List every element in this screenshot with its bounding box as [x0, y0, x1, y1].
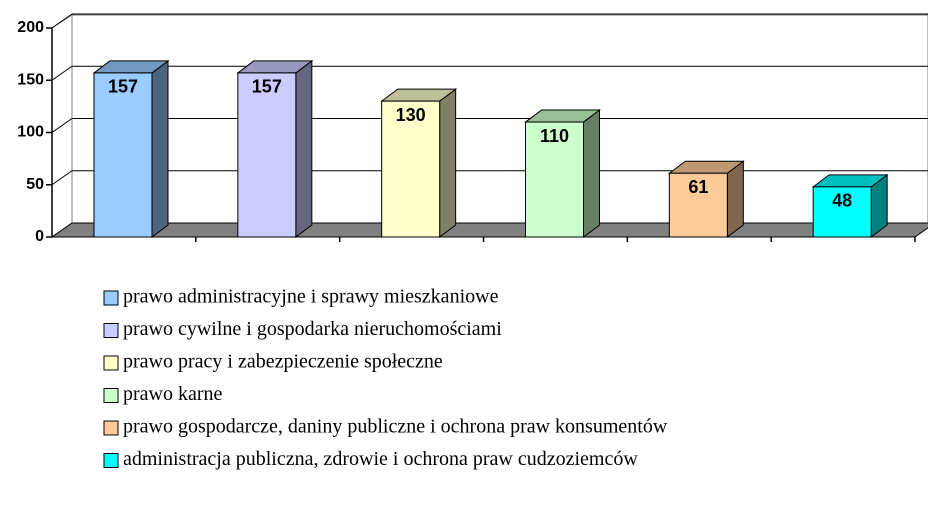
- y-tick-label: 100: [17, 124, 44, 141]
- legend-swatch: [103, 388, 119, 403]
- legend-label: prawo gospodarcze, daniny publiczne i oc…: [123, 416, 668, 438]
- legend-swatch: [103, 453, 119, 468]
- data-label: 48: [832, 191, 852, 211]
- bar: [812, 186, 872, 238]
- y-tick-label: 50: [26, 176, 44, 193]
- grid-line: [51, 65, 73, 81]
- data-label: 110: [540, 126, 569, 146]
- bar-side: [295, 59, 313, 238]
- bar: [668, 172, 728, 238]
- grid-line: [51, 13, 73, 29]
- legend-label: prawo pracy i zabezpieczenie społeczne: [123, 351, 443, 373]
- data-label: 130: [396, 105, 426, 125]
- legend-label: administracja publiczna, zdrowie i ochro…: [123, 448, 638, 470]
- y-tick-label: 150: [17, 71, 44, 88]
- bar: [237, 72, 297, 238]
- bar: [381, 100, 441, 238]
- bar-side: [583, 109, 600, 238]
- grid-line: [51, 170, 73, 186]
- y-tick-label: 200: [17, 19, 44, 36]
- data-label: 157: [108, 77, 138, 97]
- legend-label: prawo administracyjne i sprawy mieszkani…: [123, 286, 499, 308]
- legend-swatch: [103, 323, 119, 338]
- data-label: 61: [688, 177, 708, 197]
- data-label: 157: [252, 77, 282, 97]
- bar-side: [439, 88, 457, 238]
- legend-swatch: [103, 420, 119, 436]
- bar: [93, 72, 153, 238]
- grid-line: [51, 118, 73, 133]
- legend-swatch: [103, 355, 119, 371]
- legend-label: prawo karne: [123, 383, 223, 405]
- bar-side: [151, 59, 169, 238]
- y-tick-label: 0: [35, 228, 44, 245]
- legend-label: prawo cywilne i gospodarka nieruchomości…: [123, 318, 502, 340]
- bar-side: [726, 160, 744, 238]
- floor: [50, 222, 928, 238]
- legend-swatch: [103, 290, 119, 306]
- bar: [525, 121, 584, 238]
